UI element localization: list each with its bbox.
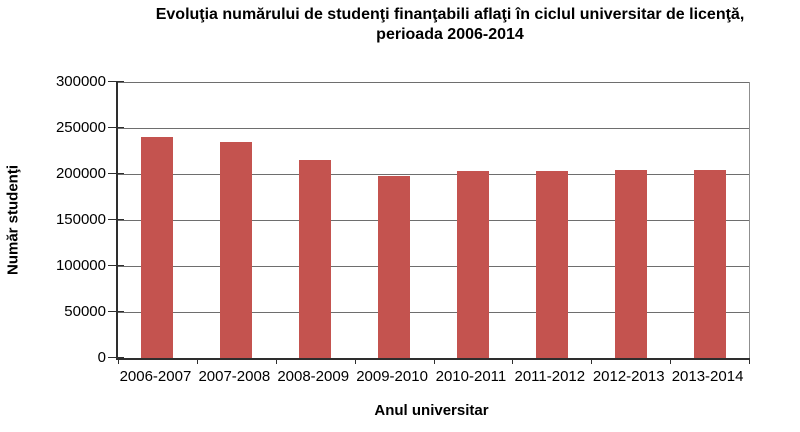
bar-2010-2011 [456,171,489,358]
chart-title: Evoluţia numărului de studenţi finanţabi… [100,5,800,45]
bar-2011-2012 [535,171,568,358]
x-tick-label: 2010-2011 [435,368,507,385]
y-tick-mark [108,127,124,128]
x-tick-label: 2013-2014 [671,368,744,385]
y-tick-label: 250000 [55,119,106,136]
x-axis-title: Anul universitar [374,402,489,419]
y-tick-mark [108,357,124,358]
plot-area: 0 50000 100000 150000 200000 250000 300000 [56,74,750,366]
x-tick-mark [591,358,593,364]
x-tick-mark [749,358,750,364]
x-tick-label: 2009-2010 [356,368,428,385]
chart-title-line1: Evoluţia numărului de studenţi finanţabi… [155,6,745,23]
y-tick-label: 150000 [55,211,106,228]
bar-2013-2014 [693,170,726,358]
x-tick-mark [670,358,672,364]
y-tick-label: 200000 [55,165,106,182]
bar-2007-2008 [220,141,253,358]
y-tick-label: 50000 [64,303,106,320]
gridline [118,128,749,129]
x-tick-mark [196,358,198,364]
x-axis-labels: 2006-2007 2007-2008 2008-2009 2009-2010 2010… [116,368,747,385]
gridline [118,266,749,267]
y-tick-mark [108,173,124,174]
x-tick-mark [354,358,356,364]
x-tick-label: 2008-2009 [277,368,350,385]
x-tick-label: 2007-2008 [198,368,271,385]
y-tick-mark [108,311,124,312]
gridline [118,82,749,83]
y-tick-label: 300000 [55,73,106,90]
y-tick-label: 0 [97,349,106,366]
y-tick-mark [108,219,124,220]
bar-2012-2013 [614,170,647,358]
x-tick-mark [275,358,277,364]
y-tick-label: 100000 [55,257,106,274]
gridline [118,174,749,175]
x-tick-mark [512,358,514,364]
bar-2006-2007 [141,137,174,358]
y-tick-mark [108,81,124,82]
y-axis-title: Număr studenţi [4,164,22,276]
x-tick-label: 2006-2007 [119,368,192,385]
bar-2008-2009 [299,160,332,358]
chart-title-line2: perioada 2006-2014 [376,26,524,43]
bar-2009-2010 [378,175,411,358]
gridline [118,312,749,313]
y-tick-mark [108,265,124,266]
x-tick-mark [118,358,119,364]
x-tick-label: 2012-2013 [592,368,665,385]
gridline [118,220,749,221]
x-tick-mark [433,358,435,364]
x-tick-label: 2011-2012 [514,368,586,385]
